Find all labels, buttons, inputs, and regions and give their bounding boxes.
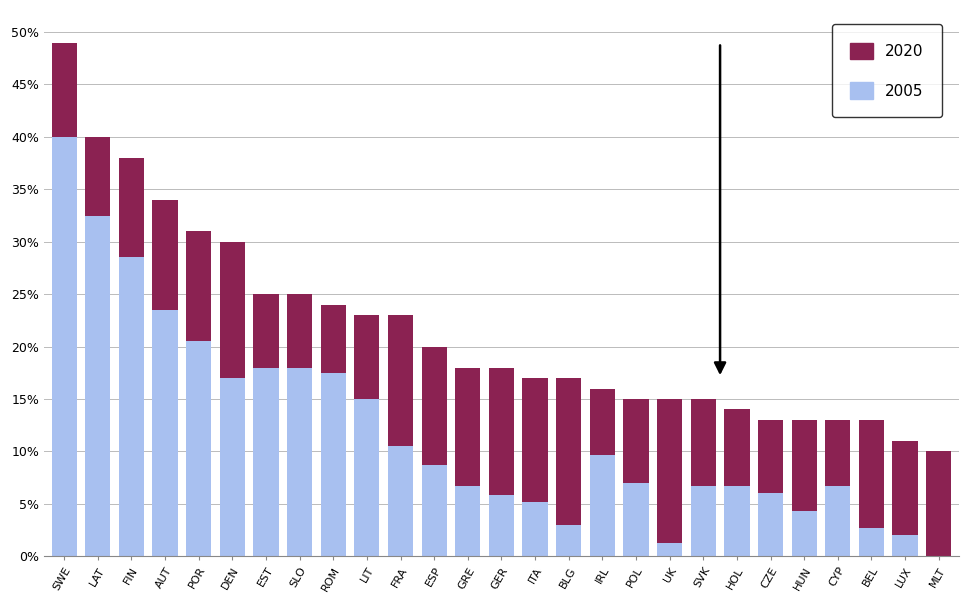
Bar <box>757 493 782 556</box>
Bar <box>388 315 413 446</box>
Bar <box>253 368 278 556</box>
Bar <box>454 486 480 556</box>
Bar <box>220 378 245 556</box>
Bar <box>118 257 143 556</box>
Bar <box>724 486 749 556</box>
Bar <box>623 483 648 556</box>
Bar <box>891 535 917 556</box>
Bar <box>858 420 883 528</box>
Bar <box>118 158 143 257</box>
Bar <box>925 451 951 556</box>
Bar <box>152 200 177 310</box>
Bar <box>488 495 514 556</box>
Bar <box>186 341 211 556</box>
Bar <box>690 399 715 486</box>
Bar <box>825 486 850 556</box>
Bar <box>51 137 77 556</box>
Bar <box>354 315 379 399</box>
Bar <box>488 368 514 495</box>
Bar <box>388 446 413 556</box>
Bar <box>51 42 77 137</box>
Bar <box>690 486 715 556</box>
Bar <box>656 399 681 542</box>
Bar <box>321 373 346 556</box>
Bar <box>522 502 547 556</box>
Bar <box>791 420 816 511</box>
Bar <box>354 399 379 556</box>
Bar <box>152 310 177 556</box>
Bar <box>825 420 850 486</box>
Bar <box>724 410 749 486</box>
Bar <box>791 511 816 556</box>
Bar <box>220 242 245 378</box>
Bar <box>757 420 782 493</box>
Bar <box>623 399 648 483</box>
Bar <box>287 294 312 368</box>
Bar <box>656 542 681 556</box>
Legend: 2020, 2005: 2020, 2005 <box>831 24 941 117</box>
Bar <box>589 388 614 455</box>
Bar <box>858 528 883 556</box>
Bar <box>522 378 547 502</box>
Bar <box>85 216 110 556</box>
Bar <box>555 525 580 556</box>
Bar <box>287 368 312 556</box>
Bar <box>454 368 480 486</box>
Bar <box>422 465 447 556</box>
Bar <box>555 378 580 525</box>
Bar <box>321 304 346 373</box>
Bar <box>85 137 110 216</box>
Bar <box>253 294 278 368</box>
Bar <box>186 231 211 341</box>
Bar <box>422 347 447 465</box>
Bar <box>589 455 614 556</box>
Bar <box>891 441 917 535</box>
